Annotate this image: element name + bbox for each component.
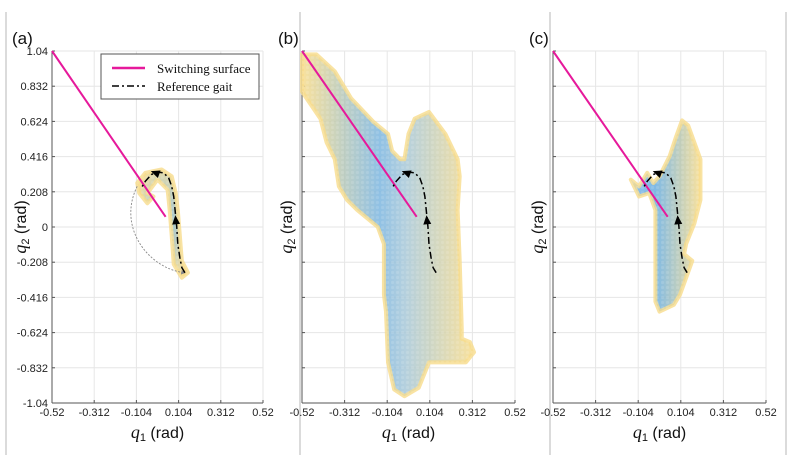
x-tick-label: 0.104 (165, 407, 193, 419)
y-tick-label: -0.624 (17, 328, 48, 340)
gait-direction-arrow (150, 170, 161, 178)
y-tick-label: 0.208 (20, 187, 48, 199)
legend-box (100, 53, 260, 100)
x-tick-label: 0.104 (667, 407, 695, 419)
reference-gait-line (391, 171, 437, 274)
y-axis-label: q2 (rad) (10, 200, 32, 253)
x-tick-label: 0.52 (755, 407, 776, 419)
y-tick-label: 0.624 (20, 116, 48, 128)
switching-surface-line (301, 50, 418, 218)
y-tick-label: -1.04 (23, 398, 48, 410)
x-tick-label: -0.52 (289, 407, 314, 419)
panel-label-c: (c) (529, 29, 549, 48)
x-tick-label: -0.312 (329, 407, 360, 419)
x-tick-label: -0.104 (623, 407, 654, 419)
panel-c: -0.52 -0.312 -0.104 0.104 0.312 0.52 q1 (rad) q… (527, 50, 777, 444)
legend-switching-label: Switching surface (157, 61, 251, 76)
x-tick-label: 0.312 (459, 407, 487, 419)
panel-b: -0.52 -0.312 -0.104 0.104 0.312 0.52 q1 (rad) q… (276, 50, 526, 444)
x-tick-label: 0.312 (207, 407, 235, 419)
impact-map-arc (130, 186, 186, 275)
switching-surface-line (51, 50, 167, 218)
y-axis-label: q2 (rad) (276, 200, 298, 253)
y-axis-label: q2 (rad) (527, 200, 549, 253)
region-grid-dots (137, 169, 188, 278)
x-tick-label: -0.52 (540, 407, 565, 419)
x-tick-label: 0.52 (504, 407, 525, 419)
x-axis-label: q1 (rad) (382, 422, 435, 444)
panel-label-a: (a) (12, 29, 33, 48)
switching-surface-line (552, 50, 669, 218)
y-tick-label: 0.832 (20, 81, 48, 93)
x-tick-label: -0.104 (121, 407, 152, 419)
y-tick-label: 0 (42, 222, 48, 234)
panel-label-b: (b) (278, 29, 299, 48)
x-tick-label: 0.52 (252, 407, 273, 419)
panel-a: -0.52 -0.312 -0.104 0.104 0.312 0.52 1.04 0.832… (10, 46, 274, 444)
gait-direction-arrow (674, 215, 683, 225)
reference-gait-line (642, 171, 688, 274)
y-tick-label: 0.416 (20, 152, 48, 164)
x-axis-label: q1 (rad) (131, 422, 184, 444)
y-tick-label: -0.832 (17, 363, 48, 375)
y-tick-label: -0.416 (17, 292, 48, 304)
x-tick-label: -0.104 (372, 407, 403, 419)
x-tick-label: -0.312 (79, 407, 110, 419)
region-grid-dots (630, 120, 701, 312)
gait-direction-arrow (652, 170, 663, 178)
x-tick-label: 0.104 (416, 407, 444, 419)
x-tick-label: 0.312 (710, 407, 738, 419)
x-tick-label: -0.312 (580, 407, 611, 419)
y-tick-label: -0.208 (17, 257, 48, 269)
x-tick-label: -0.52 (39, 407, 64, 419)
reference-gait-line (140, 171, 186, 274)
legend: Switching surface Reference gait (100, 53, 260, 100)
legend-gait-label: Reference gait (157, 79, 233, 94)
region-grid-dots (302, 54, 475, 397)
gait-direction-arrow (423, 215, 432, 225)
y-tick-label: 1.04 (27, 46, 48, 58)
x-axis-label: q1 (rad) (633, 422, 686, 444)
gait-direction-arrow (401, 170, 412, 178)
gait-direction-arrow (172, 215, 181, 225)
